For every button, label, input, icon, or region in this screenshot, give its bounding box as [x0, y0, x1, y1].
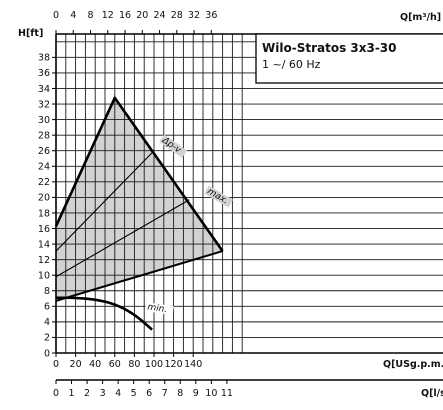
ls-tick-label: 1	[69, 388, 75, 399]
top-tick-label: 28	[171, 10, 183, 21]
y-tick-label: 38	[38, 53, 50, 64]
top-tick-label: 12	[102, 10, 114, 21]
y-tick-label: 14	[38, 239, 50, 250]
x-tick-label: 100	[145, 359, 163, 370]
y-tick-label: 8	[44, 286, 50, 297]
y-tick-label: 16	[38, 224, 50, 235]
ls-tick-label: 7	[162, 388, 168, 399]
y-tick-label: 36	[38, 68, 50, 79]
top-tick-label: 4	[70, 10, 76, 21]
ls-tick-label: 6	[146, 388, 152, 399]
chart-title: Wilo-Stratos 3x3-30	[262, 41, 397, 55]
x-tick-label: 60	[109, 359, 121, 370]
y-tick-label: 0	[44, 348, 50, 359]
series-line-3	[55, 199, 190, 278]
ls-tick-label: 10	[205, 388, 217, 399]
top-tick-label: 36	[205, 10, 217, 21]
top-tick-label: 32	[188, 10, 200, 21]
curve-label-group: Δp-v	[159, 134, 188, 158]
series-line-4	[55, 250, 223, 302]
y-tick-label: 10	[38, 271, 50, 282]
y-tick-label: 30	[38, 115, 50, 126]
x-axis-label: Q[USg.p.m.]	[383, 359, 443, 370]
ls-tick-label: 2	[84, 388, 90, 399]
x-tick-label: 120	[165, 359, 183, 370]
x-tick-label: 20	[70, 359, 82, 370]
chart-subtitle: 1 ~/ 60 Hz	[262, 58, 321, 71]
y-tick-label: 18	[38, 208, 50, 219]
y-tick-label: 22	[38, 177, 50, 188]
top-tick-label: 16	[119, 10, 131, 21]
series-line-1	[54, 96, 224, 252]
y-tick-label: 12	[38, 255, 50, 266]
curve-label-bg	[159, 134, 188, 158]
y-axis-label: H[ft]	[18, 28, 43, 39]
x-tick-label: 0	[53, 359, 59, 370]
operating-area-layer	[56, 97, 223, 301]
y-tick-label: 4	[44, 317, 50, 328]
curve-label-group: min.	[144, 302, 174, 316]
y-tick-label: 28	[38, 130, 50, 141]
curve-label-bg	[204, 185, 233, 208]
top-tick-label: 20	[136, 10, 148, 21]
y-tick-label: 24	[38, 162, 50, 173]
top-axis-label: Q[m³/h]	[400, 12, 441, 23]
y-tick-label: 2	[44, 333, 50, 344]
operating-area	[56, 97, 223, 301]
top-tick-label: 8	[87, 10, 93, 21]
y-tick-label: 34	[38, 84, 50, 95]
series-line-2	[55, 150, 155, 252]
y-tick-label: 32	[38, 99, 50, 110]
ls-tick-label: 4	[115, 388, 121, 399]
top-tick-label: 24	[154, 10, 166, 21]
x-tick-label: 80	[128, 359, 140, 370]
ls-tick-label: 8	[177, 388, 183, 399]
x-tick-label: 40	[89, 359, 101, 370]
ls-axis-label: Q[l/s]	[421, 388, 443, 399]
curve-label-bg	[144, 302, 174, 316]
top-tick-label: 0	[53, 10, 59, 21]
x-tick-label: 140	[184, 359, 202, 370]
y-tick-label: 20	[38, 193, 50, 204]
legend-box	[255, 33, 443, 84]
ls-tick-label: 3	[100, 388, 106, 399]
ls-tick-label: 11	[221, 388, 233, 399]
y-tick-label: 26	[38, 146, 50, 157]
series-line-5	[56, 296, 153, 331]
ls-tick-label: 9	[193, 388, 199, 399]
y-tick-label: 6	[44, 302, 50, 313]
curve-label-3: min.	[147, 303, 168, 316]
curve-label-2: max.	[205, 187, 229, 207]
ls-tick-label: 0	[53, 388, 59, 399]
ls-tick-label: 5	[131, 388, 137, 399]
